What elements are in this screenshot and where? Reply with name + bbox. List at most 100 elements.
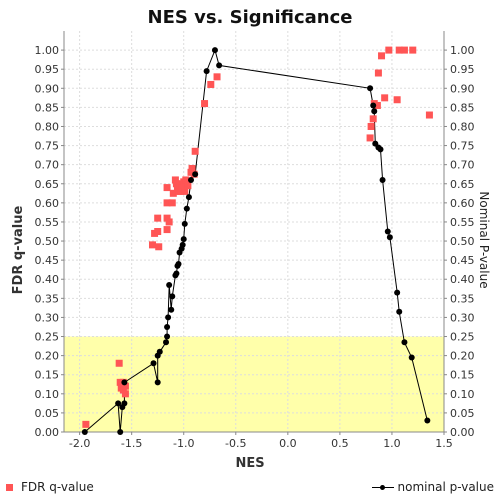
fdr-q-value-point xyxy=(154,228,162,235)
y-tick-label-left: 0.45 xyxy=(35,254,60,267)
nominal-p-value-point xyxy=(165,314,172,321)
fdr-q-value-point xyxy=(409,46,417,54)
nominal-p-value-point xyxy=(150,360,157,367)
y-axis-label-left: FDR q-value xyxy=(11,205,26,294)
nominal-p-value-point xyxy=(401,339,408,346)
nominal-p-value-point xyxy=(173,270,180,277)
y-tick-label-left: 0.00 xyxy=(35,426,60,439)
y-tick-label-left: 0.25 xyxy=(35,331,60,344)
axis-layer: -2.0 -1.5 -1.0 -0.5 0.0 0.5 1.0 1.50.00 0.000.05… xyxy=(35,31,475,450)
y-tick-label-left: 0.60 xyxy=(35,197,60,210)
fdr-q-value-point xyxy=(395,46,403,54)
fdr-q-value-point xyxy=(115,359,123,367)
nominal-p-value-point xyxy=(216,62,223,69)
y-tick-label-right: 0.55 xyxy=(450,216,475,229)
nominal-p-value-point xyxy=(181,220,188,227)
fdr-q-value-point xyxy=(201,100,209,108)
nominal-p-value-point xyxy=(156,348,163,355)
fdr-q-value-point xyxy=(191,147,199,155)
fdr-q-value-point xyxy=(184,182,192,190)
fdr-q-value-point xyxy=(213,73,221,81)
nominal-p-value-point xyxy=(164,333,171,340)
y-axis-label-right: Nominal P-value xyxy=(477,191,491,288)
x-tick-label: 1.0 xyxy=(383,437,401,450)
nominal-p-value-point xyxy=(203,68,210,75)
fdr-q-value-point xyxy=(154,214,162,222)
nominal-p-value-point xyxy=(371,108,378,115)
nominal-p-value-point xyxy=(396,308,403,315)
nominal-p-value-point xyxy=(166,281,173,288)
y-tick-label-left: 0.85 xyxy=(35,101,60,114)
nominal-p-value-point xyxy=(424,417,431,424)
y-tick-label-right: 0.00 xyxy=(450,426,475,439)
legend-item-nominal: nominal p-value xyxy=(371,480,494,494)
y-tick-label-left: 0.10 xyxy=(35,388,60,401)
y-tick-label-left: 0.15 xyxy=(35,369,60,382)
nominal-p-value-point xyxy=(367,85,374,92)
fdr-q-value-point xyxy=(165,218,173,226)
y-tick-label-right: 0.60 xyxy=(450,197,475,210)
y-tick-label-left: 0.05 xyxy=(35,407,60,420)
fdr-q-value-point xyxy=(188,164,196,172)
y-tick-label-right: 0.05 xyxy=(450,407,475,420)
x-axis-label: NES xyxy=(235,456,264,471)
fdr-q-value-point xyxy=(178,184,186,192)
nominal-p-value-point xyxy=(81,429,88,435)
fdr-q-value-point xyxy=(400,46,408,54)
y-tick-label-right: 0.20 xyxy=(450,350,475,363)
series-point-layer xyxy=(81,46,433,435)
fdr-q-value-point xyxy=(163,214,171,222)
fdr-q-value-point xyxy=(366,134,374,142)
nominal-p-value-point xyxy=(408,354,415,361)
y-tick-label-left: 0.75 xyxy=(35,140,60,153)
fdr-q-value-point xyxy=(155,243,163,251)
y-tick-label-right: 0.40 xyxy=(450,273,475,286)
legend-label-nominal: nominal p-value xyxy=(397,480,494,494)
y-tick-label-right: 0.80 xyxy=(450,120,475,133)
y-tick-label-left: 0.55 xyxy=(35,216,60,229)
fdr-q-value-point xyxy=(121,382,129,390)
y-tick-label-right: 0.85 xyxy=(450,101,475,114)
nominal-p-value-point xyxy=(183,205,190,212)
nominal-p-value-point xyxy=(163,339,170,346)
fdr-q-value-point xyxy=(163,199,171,207)
fdr-q-value-point xyxy=(181,187,189,195)
fdr-q-value-point xyxy=(374,69,382,77)
y-tick-label-left: 0.80 xyxy=(35,120,60,133)
y-tick-label-left: 0.35 xyxy=(35,292,60,305)
nominal-p-value-point xyxy=(370,102,377,109)
fdr-q-value-point xyxy=(385,46,393,54)
y-tick-label-right: 0.50 xyxy=(450,235,475,248)
y-tick-label-right: 0.95 xyxy=(450,63,475,76)
y-tick-label-right: 0.10 xyxy=(450,388,475,401)
y-tick-label-right: 0.15 xyxy=(450,369,475,382)
fdr-q-value-point xyxy=(378,52,386,60)
y-tick-label-right: 0.30 xyxy=(450,311,475,324)
nominal-p-value-point xyxy=(377,146,384,153)
y-tick-label-left: 0.65 xyxy=(35,178,60,191)
y-tick-label-left: 1.00 xyxy=(35,44,60,57)
x-tick-label: 1.5 xyxy=(435,437,453,450)
y-tick-label-right: 0.65 xyxy=(450,178,475,191)
fdr-q-value-point xyxy=(373,101,381,109)
fdr-q-value-point xyxy=(121,390,129,398)
fdr-q-value-point xyxy=(148,241,156,249)
legend-item-fdr: FDR q-value xyxy=(6,480,94,494)
fdr-q-value-point xyxy=(168,199,176,207)
nominal-p-value-point xyxy=(185,194,192,201)
nominal-p-value-point xyxy=(180,236,187,243)
fdr-q-value-point xyxy=(425,111,433,119)
nominal-p-value-point xyxy=(168,306,175,313)
y-tick-label-left: 0.90 xyxy=(35,82,60,95)
nominal-p-value-point xyxy=(121,379,128,386)
nominal-p-value-point xyxy=(394,289,401,296)
chart-title: NES vs. Significance xyxy=(148,7,353,28)
nominal-p-value-point xyxy=(188,176,195,183)
fdr-q-value-point xyxy=(176,180,184,188)
nominal-p-value-point xyxy=(169,293,176,300)
y-tick-label-left: 0.95 xyxy=(35,63,60,76)
fdr-q-value-point xyxy=(82,420,90,428)
fdr-square-marker-icon xyxy=(6,484,13,491)
y-tick-label-right: 0.25 xyxy=(450,331,475,344)
fdr-q-value-point xyxy=(367,122,375,130)
